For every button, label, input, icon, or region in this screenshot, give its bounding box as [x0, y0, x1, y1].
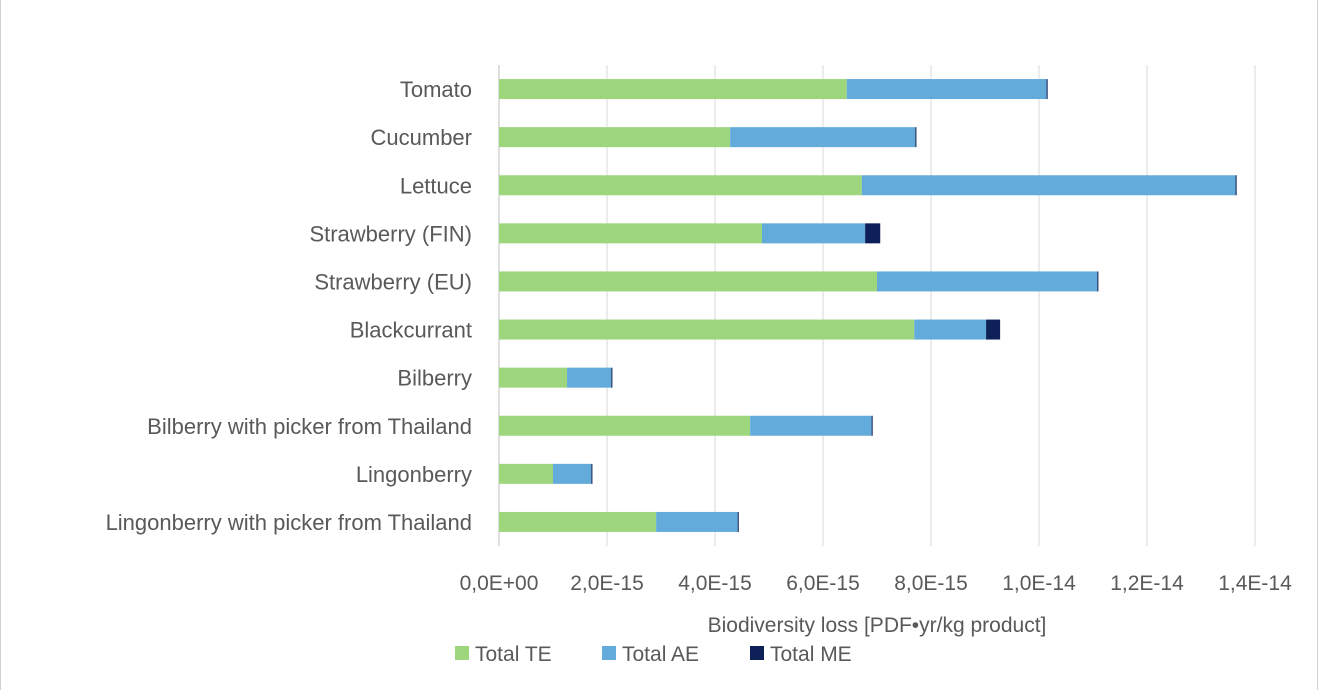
category-label: Cucumber: [371, 125, 472, 150]
bar-total-me: [986, 319, 1001, 340]
bar-total-ae: [914, 319, 987, 340]
bar-total-te: [499, 223, 762, 244]
bar-total-ae: [567, 367, 612, 388]
bar-total-me: [591, 463, 593, 484]
legend-label: Total AE: [622, 643, 699, 666]
bar-total-ae: [656, 511, 738, 532]
x-tick-label: 2,0E-15: [570, 572, 644, 595]
bar-total-te: [499, 463, 553, 484]
bar-total-te: [499, 319, 915, 340]
bar-total-me: [871, 415, 873, 436]
bar-total-me: [1046, 79, 1048, 100]
bar-total-te: [499, 367, 568, 388]
x-tick-label: 6,0E-15: [786, 572, 860, 595]
x-tick-label: 1,0E-14: [1002, 572, 1076, 595]
category-label: Blackcurrant: [350, 318, 472, 343]
bar-total-me: [865, 223, 881, 244]
x-axis-title: Biodiversity loss [PDF•yr/kg product]: [708, 614, 1047, 637]
bar-total-ae: [861, 175, 1236, 196]
legend-swatch: [750, 646, 764, 660]
category-label: Bilberry with picker from Thailand: [147, 414, 472, 439]
bar-total-me: [611, 367, 613, 388]
bar-total-ae: [553, 463, 592, 484]
category-label: Lettuce: [400, 173, 472, 198]
bar-total-ae: [730, 127, 916, 148]
category-label: Strawberry (EU): [314, 269, 472, 294]
bar-total-te: [499, 79, 847, 100]
bar-total-te: [499, 415, 751, 436]
category-label: Bilberry: [397, 366, 472, 391]
legend-label: Total TE: [475, 643, 552, 666]
bar-total-te: [499, 175, 862, 196]
legend-label: Total ME: [770, 643, 852, 666]
category-label: Tomato: [400, 77, 472, 102]
bar-total-me: [1097, 271, 1099, 292]
category-label: Lingonberry with picker from Thailand: [106, 510, 472, 535]
bar-total-te: [499, 127, 731, 148]
x-tick-label: 8,0E-15: [894, 572, 968, 595]
bar-total-me: [1235, 175, 1237, 196]
bar-total-ae: [761, 223, 866, 244]
bar-total-me: [915, 127, 917, 148]
bar-total-me: [737, 511, 739, 532]
bar-total-ae: [846, 79, 1047, 100]
x-tick-label: 4,0E-15: [678, 572, 752, 595]
category-label: Strawberry (FIN): [309, 221, 472, 246]
x-tick-label: 0,0E+00: [460, 572, 539, 595]
bar-total-ae: [750, 415, 872, 436]
x-tick-label: 1,4E-14: [1218, 572, 1292, 595]
bar-total-te: [499, 271, 877, 292]
bar-total-ae: [877, 271, 1098, 292]
bar-total-te: [499, 511, 657, 532]
category-label: Lingonberry: [356, 462, 472, 487]
legend-swatch: [602, 646, 616, 660]
legend-swatch: [455, 646, 469, 660]
x-tick-label: 1,2E-14: [1110, 572, 1184, 595]
